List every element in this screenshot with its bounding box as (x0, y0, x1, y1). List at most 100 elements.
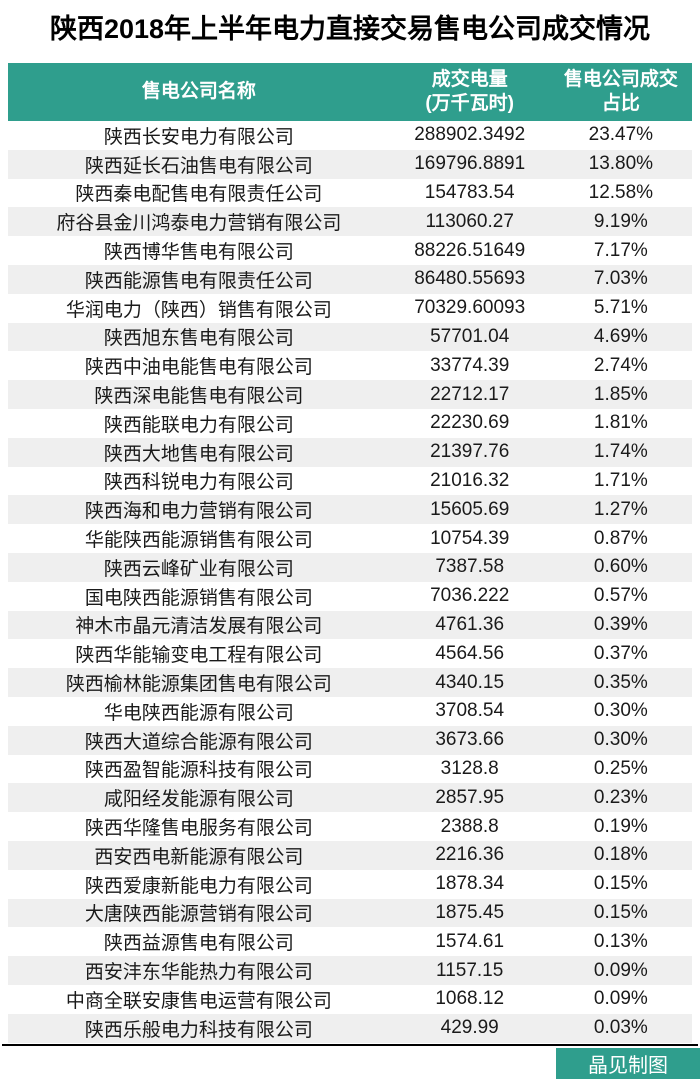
table-body: 陕西长安电力有限公司 288902.3492 23.47% 陕西延长石油售电有限公司 1… (8, 121, 692, 1043)
traded-volume-cell: 1574.61 (435, 930, 505, 952)
header-share: 售电公司成交 占比 (550, 63, 692, 121)
table-row: 陕西能联电力有限公司 22230.69 1.81% (8, 409, 692, 438)
credit-badge: 晶见制图 (556, 1048, 700, 1079)
traded-volume-cell: 4340.15 (435, 671, 505, 693)
company-name-cell: 陕西中油电能售电有限公司 (84, 357, 313, 379)
table-row: 咸阳经发能源有限公司 2857.95 0.23% (8, 783, 692, 813)
traded-volume-cell: 288902.3492 (414, 124, 526, 146)
table-row: 华能陕西能源销售有限公司 10754.39 0.87% (8, 524, 692, 553)
company-name-cell: 陕西海和电力营销有限公司 (84, 501, 313, 523)
table-row: 陕西秦电配售电有限责任公司 154783.54 12.58% (8, 179, 692, 208)
traded-volume-cell: 113060.27 (425, 210, 514, 232)
table-row: 神木市晶元清洁发展有限公司 4761.36 0.39% (8, 610, 692, 640)
share-cell: 0.18% (593, 844, 648, 866)
company-name-cell: 西安西电新能源有限公司 (94, 846, 304, 868)
company-name-cell: 西安沣东华能热力有限公司 (84, 962, 313, 983)
company-name-cell: 神木市晶元清洁发展有限公司 (75, 616, 323, 638)
header-share-line1: 售电公司成交 (563, 69, 678, 90)
share-cell: 0.15% (593, 901, 648, 923)
table-row: 华电陕西能源有限公司 3708.54 0.30% (8, 697, 692, 726)
share-cell: 7.03% (593, 268, 648, 290)
traded-volume-cell: 3708.54 (435, 700, 505, 722)
company-name-cell: 陕西爱康新能电力有限公司 (84, 875, 313, 897)
share-cell: 1.74% (593, 441, 648, 463)
company-name-cell: 华能陕西能源销售有限公司 (84, 530, 313, 552)
company-name-cell: 华润电力（陕西）销售有限公司 (65, 299, 332, 321)
table-row: 陕西旭东售电有限公司 57701.04 4.69% (8, 322, 692, 352)
share-cell: 0.57% (593, 585, 648, 607)
company-name-cell: 陕西深电能售电有限公司 (94, 386, 304, 408)
table-row: 府谷县金川鸿泰电力营销有限公司 113060.27 9.19% (8, 207, 692, 237)
traded-volume-cell: 429.99 (440, 1017, 499, 1039)
traded-volume-cell: 7387.58 (435, 556, 505, 578)
traded-volume-cell: 3673.66 (435, 729, 505, 751)
traded-volume-cell: 4761.36 (435, 613, 505, 635)
share-cell: 5.71% (593, 297, 648, 319)
traded-volume-cell: 22712.17 (430, 383, 510, 405)
table-bottom-divider (2, 1044, 698, 1046)
table-row: 大唐陕西能源营销有限公司 1875.45 0.15% (8, 898, 692, 928)
company-name-cell: 国电陕西能源销售有限公司 (84, 587, 313, 609)
table-row: 陕西长安电力有限公司 288902.3492 23.47% (8, 121, 692, 150)
company-name-cell: 陕西华隆售电服务有限公司 (84, 818, 313, 840)
table-row: 陕西大道综合能源有限公司 3673.66 0.30% (8, 725, 692, 755)
traded-volume-cell: 86480.55693 (414, 268, 526, 290)
share-cell: 0.30% (593, 700, 648, 722)
share-cell: 0.35% (593, 671, 648, 693)
share-cell: 4.69% (593, 325, 648, 347)
traded-volume-cell: 1878.34 (435, 873, 505, 895)
company-name-cell: 府谷县金川鸿泰电力营销有限公司 (56, 213, 342, 235)
company-name-cell: 陕西秦电配售电有限责任公司 (75, 184, 323, 206)
traded-volume-cell: 7036.222 (430, 585, 510, 607)
data-table: 售电公司名称 成交电量 (万千瓦时) 售电公司成交 占比 陕西长安电力有限公司 2… (8, 63, 692, 1043)
table-row: 陕西深电能售电有限公司 22712.17 1.85% (8, 380, 692, 409)
share-cell: 1.85% (593, 383, 648, 405)
traded-volume-cell: 57701.04 (430, 325, 510, 347)
traded-volume-cell: 21397.76 (430, 441, 510, 463)
header-company-name: 售电公司名称 (8, 63, 390, 121)
company-name-cell: 华电陕西能源有限公司 (103, 702, 294, 724)
header-company-name-label: 售电公司名称 (141, 81, 256, 102)
share-cell: 0.25% (593, 757, 648, 779)
company-name-cell: 陕西科锐电力有限公司 (103, 472, 294, 494)
company-name-cell: 陕西旭东售电有限公司 (103, 328, 294, 350)
company-name-cell: 陕西乐般电力科技有限公司 (84, 1019, 313, 1041)
traded-volume-cell: 15605.69 (430, 498, 510, 520)
share-cell: 0.19% (593, 815, 648, 837)
company-name-cell: 陕西大道综合能源有限公司 (84, 731, 313, 753)
traded-volume-cell: 154783.54 (424, 181, 515, 203)
traded-volume-cell: 2857.95 (435, 786, 505, 808)
table-row: 中商全联安康售电运营有限公司 1068.12 0.09% (8, 985, 692, 1014)
share-cell: 23.47% (588, 124, 654, 146)
table-row: 陕西华能输变电工程有限公司 4564.56 0.37% (8, 639, 692, 668)
table-row: 陕西益源售电有限公司 1574.61 0.13% (8, 927, 692, 956)
share-cell: 7.17% (593, 239, 648, 261)
share-cell: 0.09% (593, 988, 648, 1010)
share-cell: 0.87% (593, 527, 648, 549)
traded-volume-cell: 88226.51649 (414, 239, 526, 261)
company-name-cell: 大唐陕西能源营销有限公司 (84, 904, 313, 926)
traded-volume-cell: 33774.39 (430, 354, 510, 376)
company-name-cell: 陕西能联电力有限公司 (103, 414, 294, 436)
table-row: 华润电力（陕西）销售有限公司 70329.60093 5.71% (8, 294, 692, 323)
table-row: 陕西爱康新能电力有限公司 1878.34 0.15% (8, 870, 692, 899)
traded-volume-cell: 2388.8 (440, 815, 499, 837)
traded-volume-cell: 2216.36 (435, 844, 505, 866)
company-name-cell: 中商全联安康售电运营有限公司 (65, 990, 332, 1012)
table-row: 陕西海和电力营销有限公司 15605.69 1.27% (8, 495, 692, 525)
share-cell: 1.71% (593, 469, 648, 491)
company-name-cell: 咸阳经发能源有限公司 (103, 789, 294, 811)
page-title: 陕西2018年上半年电力直接交易售电公司成交情况 (49, 14, 651, 44)
traded-volume-cell: 22230.69 (430, 412, 510, 434)
table-row: 陕西乐般电力科技有限公司 429.99 0.03% (8, 1013, 692, 1043)
share-cell: 1.27% (593, 498, 648, 520)
header-traded-volume: 成交电量 (万千瓦时) (390, 63, 550, 121)
share-cell: 0.03% (593, 1017, 648, 1039)
traded-volume-cell: 10754.39 (430, 527, 510, 549)
share-cell: 13.80% (588, 153, 654, 175)
traded-volume-cell: 4564.56 (435, 642, 505, 664)
share-cell: 0.13% (593, 930, 648, 952)
table-row: 陕西能源售电有限责任公司 86480.55693 7.03% (8, 264, 692, 294)
company-name-cell: 陕西延长石油售电有限公司 (84, 155, 313, 177)
table-row: 陕西科锐电力有限公司 21016.32 1.71% (8, 467, 692, 496)
